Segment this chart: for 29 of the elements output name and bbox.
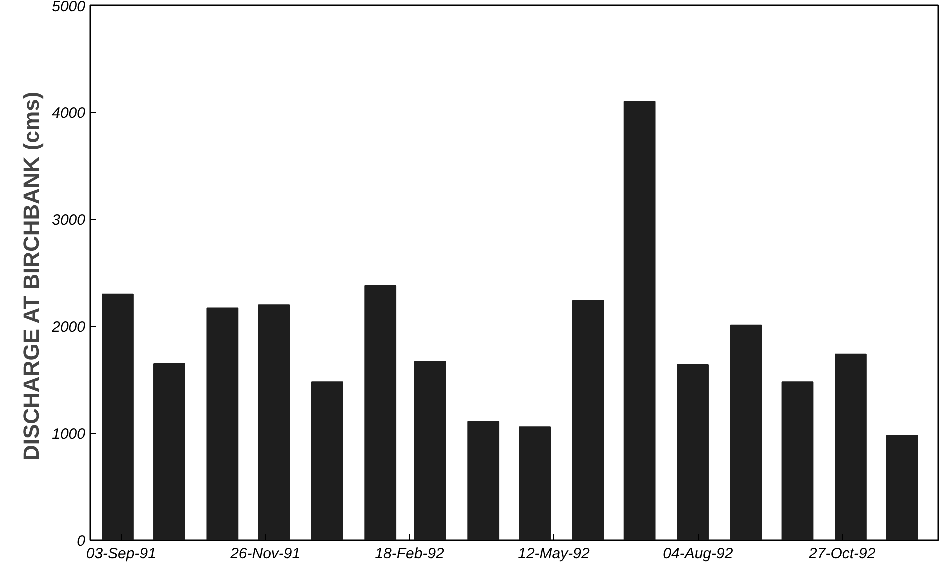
y-tick-label: 4000: [52, 105, 86, 122]
x-tick-label: 03-Sep-91: [86, 546, 156, 562]
bar: [468, 421, 500, 540]
bar: [677, 364, 709, 540]
bar: [835, 354, 867, 540]
x-tick-label: 12-May-92: [518, 546, 590, 562]
x-tick-label: 26-Nov-91: [230, 546, 301, 562]
bar: [311, 382, 344, 540]
bar: [782, 382, 814, 540]
bar: [624, 101, 656, 540]
y-tick-label: 3000: [52, 212, 86, 229]
y-tick-label: 0: [77, 533, 86, 550]
bar: [572, 300, 604, 540]
bar: [206, 308, 239, 540]
y-tick-label: 1000: [52, 426, 86, 443]
bar: [414, 361, 446, 540]
bar: [154, 363, 186, 540]
y-axis-title: DISCHARGE AT BIRCHBANK (cms): [19, 92, 44, 462]
y-tick-label: 2000: [51, 319, 86, 336]
bar: [886, 435, 918, 540]
bar: [364, 285, 397, 540]
bar: [519, 426, 552, 540]
bar: [102, 294, 134, 540]
bar: [730, 324, 762, 540]
x-tick-label: 27-Oct-92: [808, 546, 876, 562]
x-tick-label: 04-Aug-92: [663, 546, 734, 562]
x-tick-label: 18-Feb-92: [375, 546, 446, 562]
bar: [258, 304, 290, 540]
y-tick-label: 5000: [52, 0, 86, 16]
